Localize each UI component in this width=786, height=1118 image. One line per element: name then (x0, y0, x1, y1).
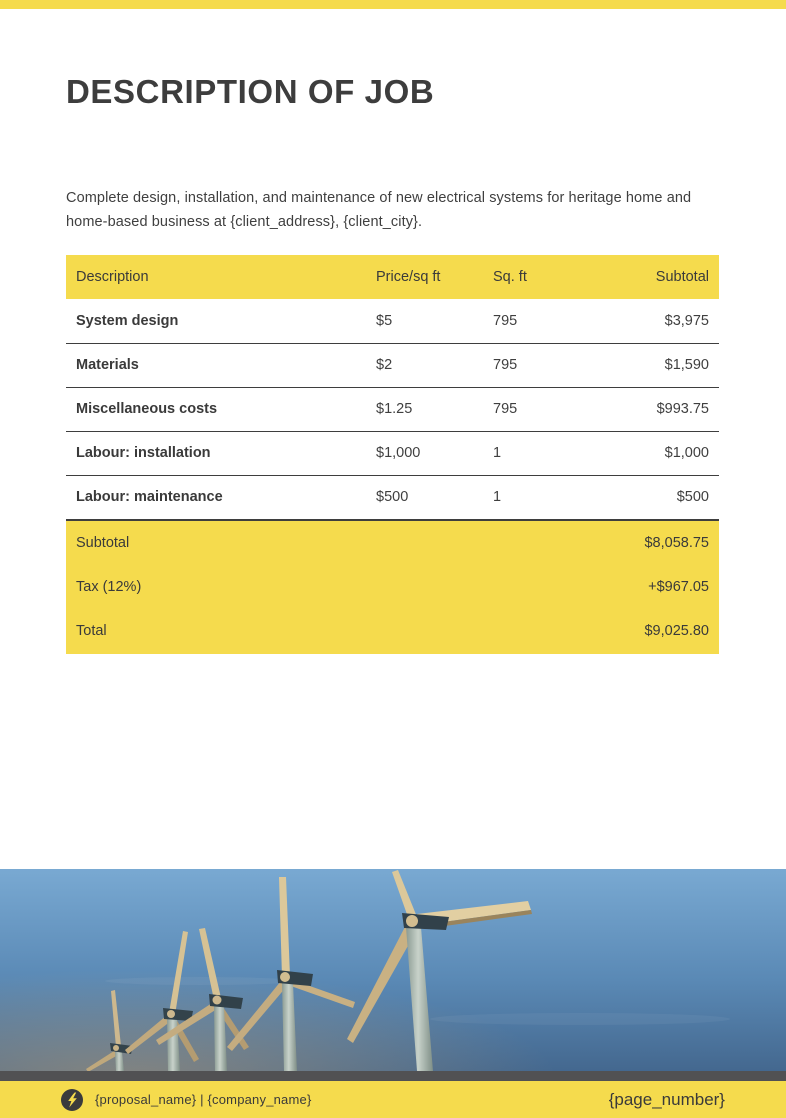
wind-turbines-photo (0, 869, 786, 1071)
cell-sqft: 1 (493, 475, 609, 519)
totals-section: Subtotal $8,058.75 Tax (12%) +$967.05 To… (66, 519, 719, 654)
cell-subtotal: $1,000 (609, 431, 719, 475)
summary-row-total: Total $9,025.80 (66, 609, 719, 653)
summary-label: Subtotal (76, 535, 130, 551)
column-header-price: Price/sq ft (376, 255, 493, 299)
company-logo (61, 1088, 83, 1111)
footer-proposal-company-text: {proposal_name} | {company_name} (95, 1092, 312, 1107)
cell-subtotal: $1,590 (609, 343, 719, 387)
cell-price: $500 (376, 475, 493, 519)
summary-value: $8,058.75 (644, 535, 709, 551)
summary-row-tax: Tax (12%) +$967.05 (66, 565, 719, 609)
column-header-description: Description (66, 255, 376, 299)
cell-sqft: 795 (493, 343, 609, 387)
summary-value: +$967.05 (648, 579, 709, 595)
cell-description: Labour: installation (66, 431, 376, 475)
lightning-bolt-icon (61, 1088, 83, 1111)
cell-price: $5 (376, 299, 493, 343)
summary-label: Tax (12%) (76, 579, 142, 595)
table-header-row: Description Price/sq ft Sq. ft Subtotal (66, 255, 719, 299)
column-header-subtotal: Subtotal (609, 255, 719, 299)
cell-sqft: 1 (493, 431, 609, 475)
cell-sqft: 795 (493, 387, 609, 431)
column-header-sqft: Sq. ft (493, 255, 609, 299)
intro-paragraph: Complete design, installation, and maint… (66, 190, 692, 230)
footer-page-number: {page_number} (608, 1089, 725, 1109)
cell-price: $1,000 (376, 431, 493, 475)
top-accent-bar (0, 0, 786, 9)
cell-subtotal: $500 (609, 475, 719, 519)
cell-subtotal: $3,975 (609, 299, 719, 343)
cell-subtotal: $993.75 (609, 387, 719, 431)
job-cost-table: Description Price/sq ft Sq. ft Subtotal … (66, 255, 719, 519)
dark-divider-bar (0, 1071, 786, 1081)
page-content: DESCRIPTION OF JOB Complete design, inst… (0, 9, 786, 869)
cell-description: Labour: maintenance (66, 475, 376, 519)
table-row: Labour: maintenance $500 1 $500 (66, 475, 719, 519)
summary-value: $9,025.80 (644, 623, 709, 639)
summary-row-subtotal: Subtotal $8,058.75 (66, 521, 719, 565)
cell-sqft: 795 (493, 299, 609, 343)
page-title: DESCRIPTION OF JOB (66, 73, 435, 110)
cell-description: System design (66, 299, 376, 343)
table-row: Labour: installation $1,000 1 $1,000 (66, 431, 719, 475)
table-row: System design $5 795 $3,975 (66, 299, 719, 343)
cell-description: Materials (66, 343, 376, 387)
cell-price: $1.25 (376, 387, 493, 431)
cell-price: $2 (376, 343, 493, 387)
footer-bar: {proposal_name} | {company_name} {page_n… (0, 1081, 786, 1118)
cell-description: Miscellaneous costs (66, 387, 376, 431)
table-row: Materials $2 795 $1,590 (66, 343, 719, 387)
table-row: Miscellaneous costs $1.25 795 $993.75 (66, 387, 719, 431)
summary-label: Total (76, 623, 107, 639)
